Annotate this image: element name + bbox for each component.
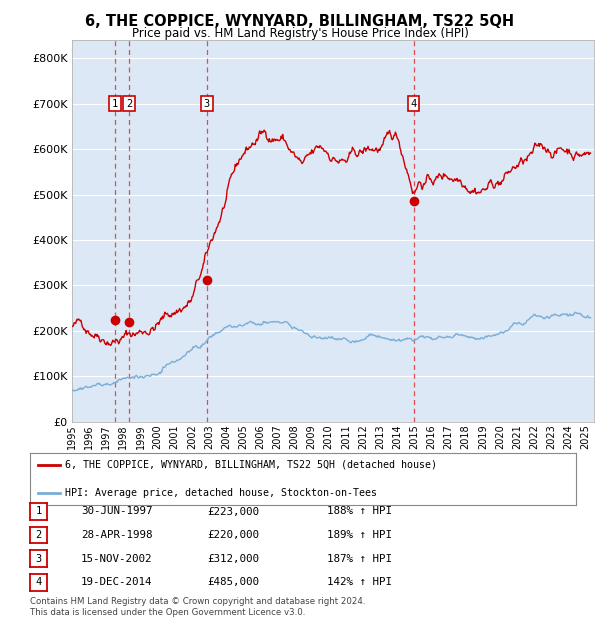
Text: 19-DEC-2014: 19-DEC-2014	[81, 577, 152, 587]
Text: 6, THE COPPICE, WYNYARD, BILLINGHAM, TS22 5QH: 6, THE COPPICE, WYNYARD, BILLINGHAM, TS2…	[85, 14, 515, 29]
Text: £485,000: £485,000	[207, 577, 259, 587]
Text: 142% ↑ HPI: 142% ↑ HPI	[327, 577, 392, 587]
Text: 15-NOV-2002: 15-NOV-2002	[81, 554, 152, 564]
Text: 2: 2	[35, 530, 41, 540]
Text: 188% ↑ HPI: 188% ↑ HPI	[327, 507, 392, 516]
Text: HPI: Average price, detached house, Stockton-on-Tees: HPI: Average price, detached house, Stoc…	[65, 488, 377, 498]
Text: £312,000: £312,000	[207, 554, 259, 564]
Text: 1: 1	[35, 507, 41, 516]
Text: £223,000: £223,000	[207, 507, 259, 516]
Text: 2: 2	[126, 99, 132, 109]
Text: 30-JUN-1997: 30-JUN-1997	[81, 507, 152, 516]
Text: 189% ↑ HPI: 189% ↑ HPI	[327, 530, 392, 540]
Text: 1: 1	[112, 99, 118, 109]
Text: 187% ↑ HPI: 187% ↑ HPI	[327, 554, 392, 564]
Text: 3: 3	[204, 99, 210, 109]
Text: £220,000: £220,000	[207, 530, 259, 540]
Text: 4: 4	[410, 99, 417, 109]
Text: 28-APR-1998: 28-APR-1998	[81, 530, 152, 540]
Text: 4: 4	[35, 577, 41, 587]
Text: 6, THE COPPICE, WYNYARD, BILLINGHAM, TS22 5QH (detached house): 6, THE COPPICE, WYNYARD, BILLINGHAM, TS2…	[65, 459, 437, 470]
Text: 3: 3	[35, 554, 41, 564]
Text: Price paid vs. HM Land Registry's House Price Index (HPI): Price paid vs. HM Land Registry's House …	[131, 27, 469, 40]
Text: Contains HM Land Registry data © Crown copyright and database right 2024.
This d: Contains HM Land Registry data © Crown c…	[30, 598, 365, 617]
